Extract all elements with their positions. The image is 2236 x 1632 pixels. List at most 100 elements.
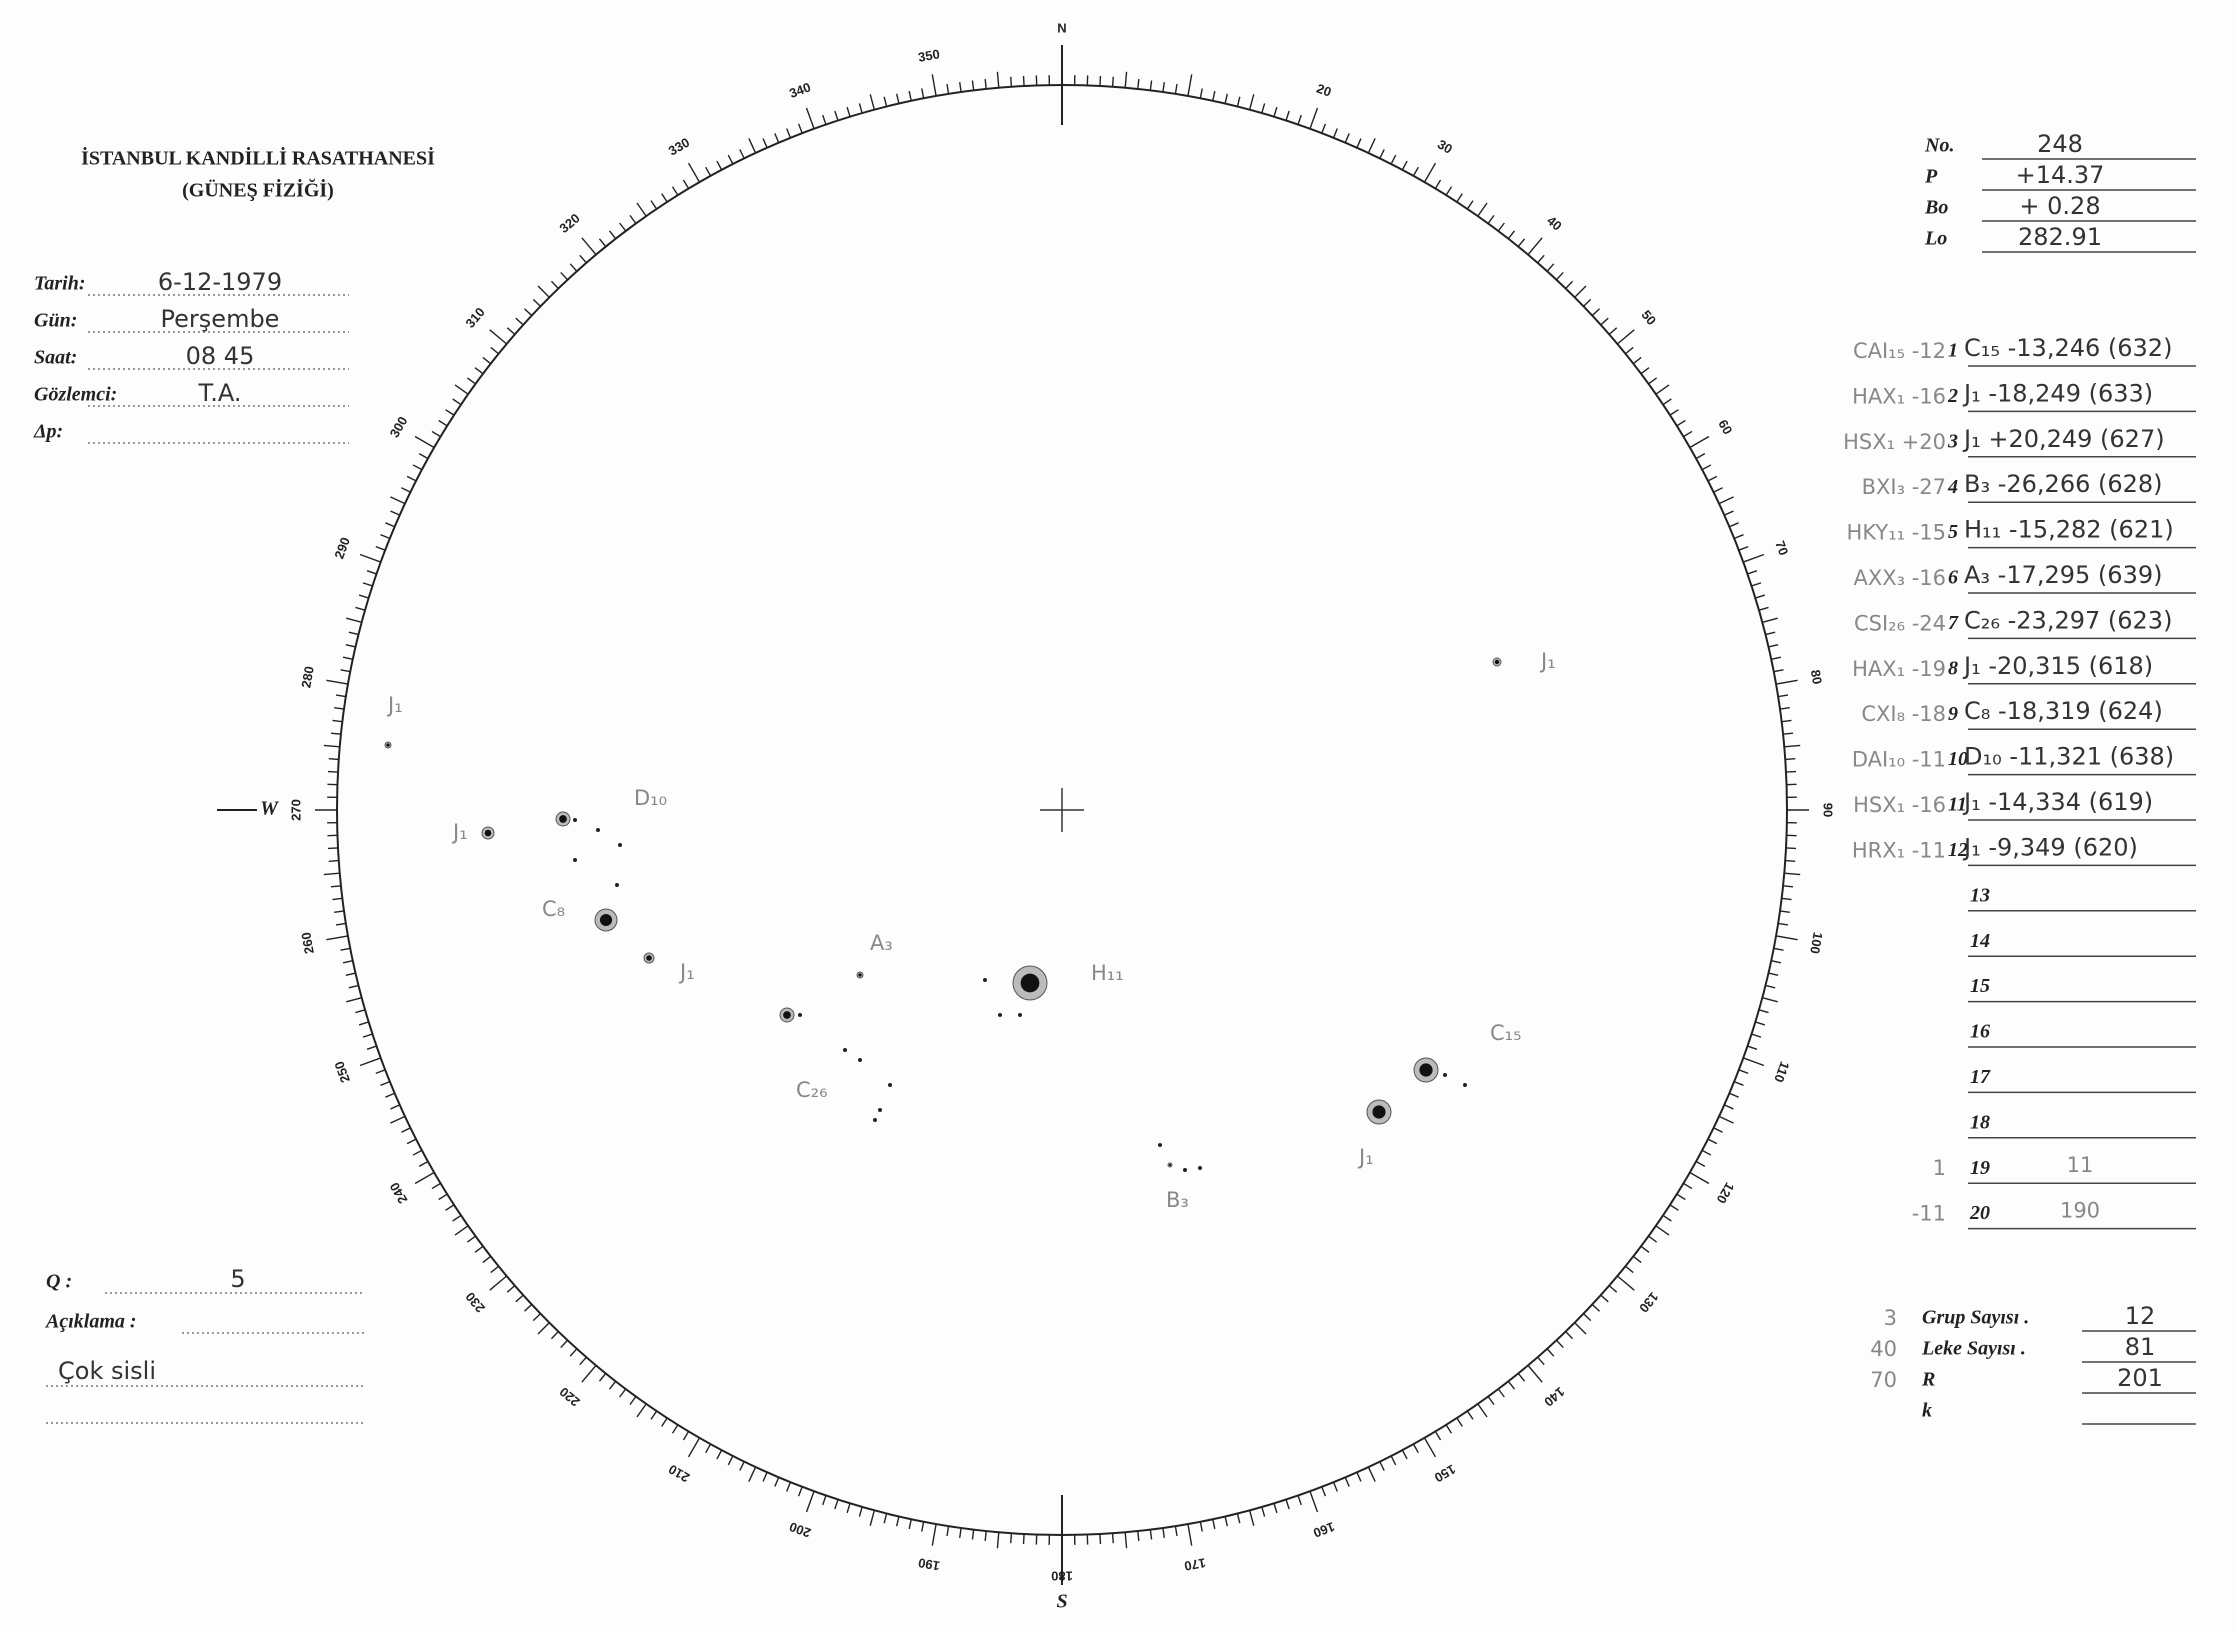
degree-tick (739, 149, 745, 159)
spot-label: J₁ (386, 693, 403, 717)
degree-tick (1583, 1313, 1592, 1322)
summary-value: 201 (2117, 1364, 2163, 1392)
degree-tick (1356, 1472, 1362, 1482)
degree-tick (774, 1477, 780, 1487)
degree-tick (1713, 1127, 1723, 1133)
degree-tick (1785, 758, 1796, 761)
degree-tick (1583, 298, 1592, 307)
field-label: Δp: (33, 421, 63, 443)
degree-tick (345, 643, 356, 648)
degree-tick (328, 758, 339, 761)
degree-tick (1022, 75, 1025, 87)
spot-label: H₁₁ (1091, 961, 1124, 985)
degree-tick (474, 367, 484, 375)
degree-tick (1261, 103, 1266, 114)
degree-tick (454, 384, 469, 395)
degree-tick (345, 972, 356, 977)
quality-label: Q : (46, 1271, 72, 1293)
degree-tick (858, 1506, 863, 1517)
degree-tick (1779, 707, 1790, 710)
group-note: BXI₃ -27 (1862, 475, 1946, 499)
degree-tick (883, 96, 888, 107)
degree-tick (330, 885, 342, 888)
degree-tick (971, 1529, 975, 1540)
degree-tick (406, 475, 417, 482)
degree-tick (650, 1410, 658, 1420)
degree-tick (1648, 377, 1658, 385)
degree-tick (895, 1516, 900, 1527)
degree-tick (748, 1466, 757, 1482)
degree-tick (418, 1160, 429, 1167)
degree-tick (1212, 1519, 1216, 1530)
sunspot-umbra (599, 913, 613, 927)
summary-label: Leke Sayısı . (1921, 1338, 2026, 1360)
degree-tick (452, 398, 462, 406)
degree-tick (532, 298, 541, 307)
degree-tick (1261, 1506, 1266, 1517)
degree-tick (869, 1510, 876, 1526)
degree-tick (532, 1313, 541, 1322)
degree-tick (334, 910, 345, 913)
degree-tick (348, 984, 359, 989)
degree-tick (1785, 847, 1797, 850)
group-number: 9 (1948, 703, 1958, 725)
degree-tick (598, 1372, 607, 1382)
sunspot-umbra (1168, 1163, 1172, 1167)
degree-tick (1701, 464, 1712, 471)
degree-tick (1149, 80, 1153, 91)
sunspot-umbra (1372, 1105, 1386, 1119)
degree-tick (390, 1104, 400, 1110)
degree-tick (1321, 1486, 1327, 1497)
degree-tick (1401, 160, 1408, 171)
degree-tick (1555, 1339, 1564, 1349)
degree-tick (1497, 1388, 1505, 1398)
obs-label: No. (1924, 135, 1954, 157)
spot-dot (1463, 1083, 1467, 1087)
sunspot-umbra (858, 973, 862, 977)
degree-tick (362, 1033, 373, 1038)
degree-tick (412, 464, 423, 471)
spot-dot (573, 858, 577, 862)
spot-dot (596, 828, 600, 832)
degree-tick (1507, 230, 1516, 240)
degree-tick (598, 238, 607, 248)
degree-tick (1729, 522, 1739, 528)
degree-tick (1445, 186, 1453, 196)
degree-tick (1777, 694, 1789, 698)
spot-dot (873, 1118, 877, 1122)
degree-tick (1477, 1403, 1488, 1418)
group-entry: C₈ -18,319 (624) (1964, 697, 2163, 725)
degree-tick (1456, 1417, 1463, 1427)
degree-tick (739, 1461, 745, 1471)
degree-tick (1297, 1495, 1302, 1506)
group-number: 18 (1970, 1111, 1990, 1133)
degree-tick (490, 1265, 500, 1274)
degree-tick (385, 1092, 395, 1098)
degree-tick (762, 138, 768, 148)
degree-tick (805, 1491, 815, 1513)
degree-tick (401, 1127, 411, 1133)
group-number: 10 (1948, 748, 1968, 770)
degree-tick (1309, 1491, 1319, 1513)
field-label: Gözlemci: (34, 384, 117, 406)
degree-tick (1273, 1503, 1278, 1514)
degree-tick (1713, 487, 1723, 493)
group-note: CXI₈ -18 (1861, 702, 1946, 726)
spot-dot (1198, 1166, 1202, 1170)
degree-tick (326, 679, 349, 685)
degree-tick (619, 222, 627, 232)
degree-tick (366, 1045, 377, 1050)
degree-tick (1782, 885, 1794, 888)
degree-tick (687, 162, 701, 183)
spot-dot (1443, 1073, 1447, 1077)
obs-label: Lo (1924, 228, 1947, 250)
degree-tick (971, 80, 975, 91)
degree-tick (1162, 82, 1165, 93)
degree-tick (1683, 430, 1693, 438)
degree-tick (959, 1527, 962, 1538)
degree-tick (1707, 475, 1718, 482)
group-note: HKY₁₁ -15 (1847, 521, 1946, 545)
spot-label: J₁ (1539, 649, 1556, 673)
